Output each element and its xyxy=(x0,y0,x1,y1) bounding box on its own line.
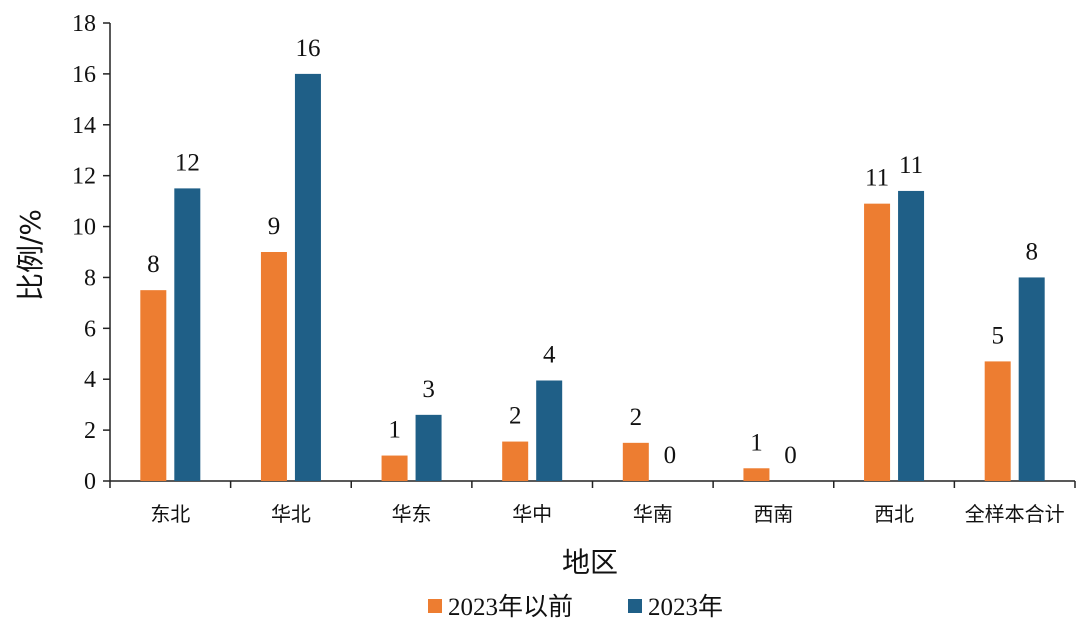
data-label: 8 xyxy=(1025,238,1038,265)
x-category-label: 华东 xyxy=(392,502,432,526)
bar-before-2023 xyxy=(743,468,770,481)
bar-2023 xyxy=(1018,277,1045,481)
bar-2023 xyxy=(415,414,442,481)
y-tick-label: 8 xyxy=(84,265,96,291)
bar-2023 xyxy=(294,73,321,481)
data-label: 3 xyxy=(422,376,435,403)
y-tick-label: 6 xyxy=(84,316,96,342)
bar-before-2023 xyxy=(140,290,167,481)
y-tick-label: 4 xyxy=(84,367,96,393)
x-category-label: 西北 xyxy=(874,502,914,526)
legend-label: 2023年以前 xyxy=(448,593,573,621)
x-category-label: 华北 xyxy=(271,502,311,526)
bar-before-2023 xyxy=(984,361,1011,481)
y-tick-label: 14 xyxy=(72,113,96,139)
data-label: 12 xyxy=(175,149,200,176)
data-label: 1 xyxy=(388,417,401,444)
bar-before-2023 xyxy=(381,455,408,481)
x-category-label: 华南 xyxy=(633,502,673,526)
data-label: 11 xyxy=(899,152,923,179)
bar-before-2023 xyxy=(260,252,287,481)
y-tick-label: 0 xyxy=(84,469,96,495)
data-label: 1 xyxy=(750,429,763,456)
data-label: 16 xyxy=(295,35,320,62)
data-label: 0 xyxy=(784,442,797,469)
legend-swatch xyxy=(428,599,442,613)
x-category-label: 全样本合计 xyxy=(965,502,1065,526)
x-category-label: 华中 xyxy=(512,502,552,526)
x-axis-title: 地区 xyxy=(562,546,618,579)
bar-2023 xyxy=(898,190,925,481)
bar-before-2023 xyxy=(502,441,529,481)
data-label: 11 xyxy=(865,165,889,192)
legend-swatch xyxy=(628,599,642,613)
data-label: 2 xyxy=(630,404,643,431)
y-tick-label: 10 xyxy=(72,215,96,241)
x-category-label: 东北 xyxy=(150,502,190,526)
y-tick-label: 12 xyxy=(72,164,96,190)
y-tick-label: 16 xyxy=(72,62,96,88)
data-label: 5 xyxy=(991,322,1004,349)
data-label: 9 xyxy=(268,213,281,240)
y-axis-title: 比例/% xyxy=(14,209,47,301)
y-tick-label: 18 xyxy=(72,11,96,37)
y-tick-label: 2 xyxy=(84,418,96,444)
data-label: 4 xyxy=(543,341,556,368)
data-label: 2 xyxy=(509,403,522,430)
legend-label: 2023年 xyxy=(648,593,723,621)
legend: 2023年以前 2023年 xyxy=(428,593,723,621)
bar-before-2023 xyxy=(864,203,891,481)
y-axis-title-group: 比例/% xyxy=(14,209,47,301)
bar-before-2023 xyxy=(622,442,649,481)
data-label: 0 xyxy=(664,442,677,469)
bar-2023 xyxy=(174,188,201,481)
x-category-label: 西南 xyxy=(753,502,793,526)
bar-2023 xyxy=(536,380,563,481)
data-label: 8 xyxy=(147,251,160,278)
